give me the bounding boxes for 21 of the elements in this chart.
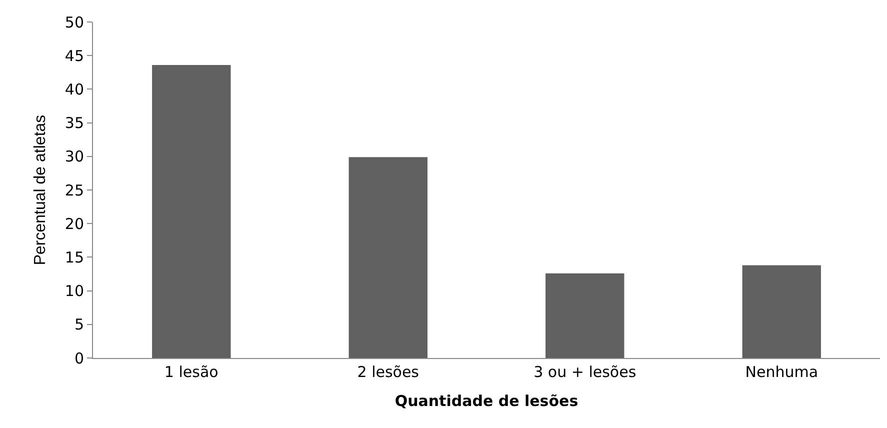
y-tick-label: 25 [64, 181, 84, 200]
bar [348, 157, 428, 358]
y-tick-label: 5 [74, 316, 84, 334]
bar [742, 265, 821, 358]
y-tick-label: 20 [64, 214, 84, 233]
y-tick-label: 15 [64, 248, 84, 266]
bar [152, 65, 231, 358]
y-tick-label: 45 [64, 46, 84, 65]
x-axis-title: Quantidade de lesões [394, 392, 578, 410]
y-axis-title: Percentual de atletas [32, 114, 49, 266]
x-tick-label: 3 ou + lesões [534, 363, 636, 381]
x-tick-label: 2 lesões [357, 363, 420, 381]
y-tick-label: 50 [64, 13, 84, 32]
y-tick-label: 30 [64, 148, 84, 166]
y-tick-label: 35 [64, 114, 84, 132]
y-tick-label: 40 [64, 80, 84, 98]
bar [546, 273, 624, 358]
y-tick-label: 10 [64, 282, 84, 300]
x-tick-label: 1 lesão [164, 363, 218, 381]
y-tick-label: 0 [74, 349, 84, 368]
x-tick-label: Nenhuma [745, 363, 818, 381]
